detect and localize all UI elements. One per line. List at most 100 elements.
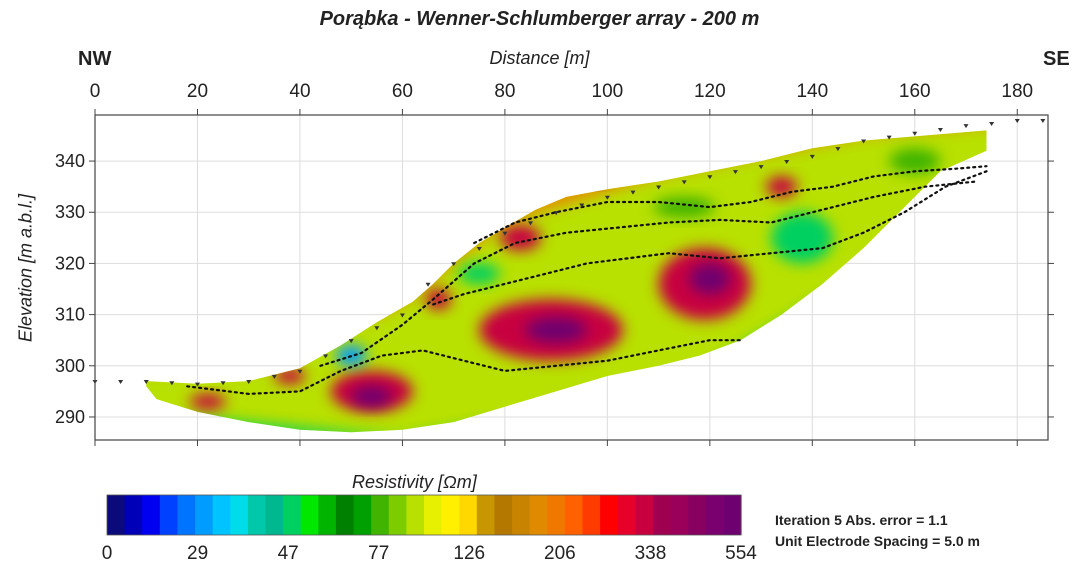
electrode-marker (246, 380, 252, 385)
colorbar-swatch (723, 495, 742, 535)
colorbar-swatch (142, 495, 161, 535)
colorbar-swatch (388, 495, 407, 535)
boundary-lines (186, 165, 988, 396)
colorbar-tick-label: 206 (544, 543, 576, 563)
electrode-marker (579, 203, 585, 208)
colorbar-frame (106, 494, 742, 536)
boundary-line (186, 339, 742, 396)
colorbar-swatch (547, 495, 566, 535)
x-tick-label: 40 (289, 81, 310, 102)
electrode-marker (502, 231, 508, 236)
y-tick-label: 340 (55, 151, 85, 171)
electrode-marker (271, 374, 277, 379)
electrode-marker (323, 354, 329, 359)
resistivity-anomaly (525, 317, 587, 343)
colorbar-swatch (688, 495, 707, 535)
resistivity-section (146, 130, 987, 433)
electrode-marker (143, 380, 149, 385)
electrode-marker (835, 147, 841, 152)
colorbar-tick-label: 29 (187, 543, 208, 563)
colorbar-swatch (353, 495, 372, 535)
electrode-marker (194, 382, 200, 387)
electrode-marker (758, 165, 764, 170)
resistivity-anomaly (351, 386, 393, 407)
electrode-marker (963, 124, 969, 129)
y-tick-label: 300 (55, 356, 85, 376)
electrode-marker (989, 121, 995, 126)
electrode-marker (784, 159, 790, 164)
colorbar-tick-label: 126 (453, 543, 485, 563)
colorbar-tick-label: 554 (725, 543, 757, 563)
colorbar-swatch (424, 495, 443, 535)
resistivity-anomaly (889, 148, 941, 174)
y-tick-label: 290 (55, 407, 85, 427)
x-tick-label: 100 (592, 81, 624, 102)
resistivity-anomaly (689, 263, 731, 295)
colorbar-swatch (476, 495, 496, 535)
colorbar-swatch (318, 495, 337, 535)
electrode-marker (220, 381, 226, 386)
electrode-marker (809, 154, 815, 159)
x-tick-label: 140 (796, 81, 828, 102)
resistivity-anomaly (653, 196, 715, 218)
electrode-marker (451, 262, 457, 267)
boundary-line (319, 180, 978, 367)
y-tick-label: 330 (55, 202, 85, 222)
boundary-line (473, 165, 988, 245)
colorbar-swatch (529, 495, 548, 535)
electrode-marker (528, 221, 534, 226)
colorbar-swatch (212, 495, 231, 535)
electrode-marker (169, 381, 175, 386)
electrode-marker (553, 211, 559, 216)
plot-axes: 0 20 40 60 80 100 120 140 160 180 290 300 310 320 330 3… (55, 81, 1054, 446)
electrode-marker (425, 282, 431, 287)
colorbar-swatch (705, 495, 724, 535)
colorbar-tick-label: 77 (368, 543, 389, 563)
x-tick-label: 160 (899, 81, 931, 102)
colorbar-swatch (335, 495, 355, 535)
colorbar-tick-label: 338 (635, 543, 667, 563)
colorbar-swatch (195, 495, 214, 535)
colorbar-swatch (459, 495, 478, 535)
colorbar-swatch (283, 495, 302, 535)
direction-label-se: SE (1043, 48, 1070, 70)
colorbar-swatch (652, 495, 672, 535)
colorbar-swatch (564, 495, 584, 535)
electrode-marker (297, 369, 303, 374)
electrode-marker (604, 195, 610, 200)
colorbar-swatch (406, 495, 425, 535)
electrode-marker (399, 313, 405, 318)
y-tick-label: 310 (55, 305, 85, 325)
electrode-marker (861, 139, 867, 144)
resistivity-anomaly (425, 289, 452, 310)
electrode-marker (732, 170, 738, 175)
electrode-marker (374, 326, 380, 331)
colorbar-swatch (371, 495, 390, 535)
electrodes (92, 119, 1046, 387)
x-tick-label: 20 (187, 81, 208, 102)
chart-title: Porąbka - Wenner-Schlumberger array - 20… (319, 8, 760, 30)
colorbar-swatch (600, 495, 619, 535)
colorbar-swatch (441, 495, 460, 535)
electrode-marker (912, 131, 918, 136)
electrode-marker (630, 190, 636, 195)
electrode-marker (656, 185, 662, 190)
colorbar-tick-label: 47 (278, 543, 299, 563)
x-axis-label: Distance [m] (489, 48, 590, 68)
electrode-marker (886, 135, 892, 140)
colorbar-swatch (107, 495, 126, 535)
resistivity-anomaly (189, 393, 226, 410)
electrode-marker (1040, 119, 1046, 123)
colorbar-swatch (159, 495, 179, 535)
colorbar-swatch (670, 495, 689, 535)
x-tick-label: 0 (90, 81, 101, 102)
x-tick-label: 80 (494, 81, 515, 102)
electrode-spacing-text: Unit Electrode Spacing = 5.0 m (775, 533, 981, 549)
colorbar-swatch (617, 495, 636, 535)
resistivity-anomaly (499, 225, 541, 251)
colorbar-swatch (512, 495, 531, 535)
x-tick-label: 180 (1001, 81, 1033, 102)
x-tick-label: 60 (392, 81, 413, 102)
colorbar-swatch (247, 495, 267, 535)
colorbar-swatch (635, 495, 654, 535)
